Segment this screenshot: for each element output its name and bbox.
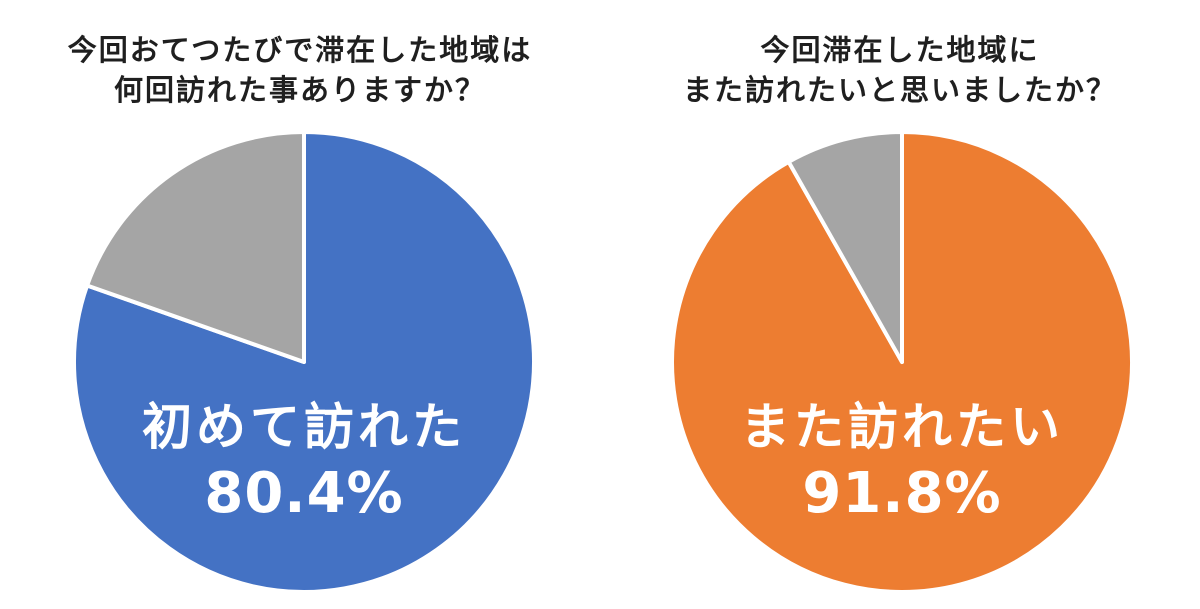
chart-first-visit: 初めて訪れた 80.4% 今回おてつたびで滞在した地域は 何回訪れた事ありますか？ — [0, 30, 600, 594]
slice-value-label: 91.8% — [802, 461, 1001, 526]
chart-title-line-1: 今回滞在した地域に — [760, 33, 1040, 67]
pie-slice-1 — [786, 130, 904, 364]
slice-label: また訪れたい — [740, 398, 1064, 456]
chart-title-line-1: 今回おてつたびで滞在した地域は — [67, 33, 533, 67]
pie-slice-0 — [72, 130, 536, 594]
slice-label: 初めて訪れた — [142, 398, 466, 456]
chart-revisit-intent: また訪れたい 91.8% 今回滞在した地域に また訪れたいと思いましたか？ — [600, 0, 1200, 609]
pie-slice-1 — [85, 130, 306, 364]
chart-title-line-2: また訪れたいと思いましたか？ — [682, 73, 1117, 107]
chart-title-line-2: 何回訪れた事ありますか？ — [113, 73, 486, 107]
chart-title: 今回おてつたびで滞在した地域は 何回訪れた事ありますか？ — [0, 30, 600, 110]
slice-value-label: 80.4% — [204, 461, 403, 526]
chart-title: 今回滞在した地域に また訪れたいと思いましたか？ — [600, 30, 1200, 110]
